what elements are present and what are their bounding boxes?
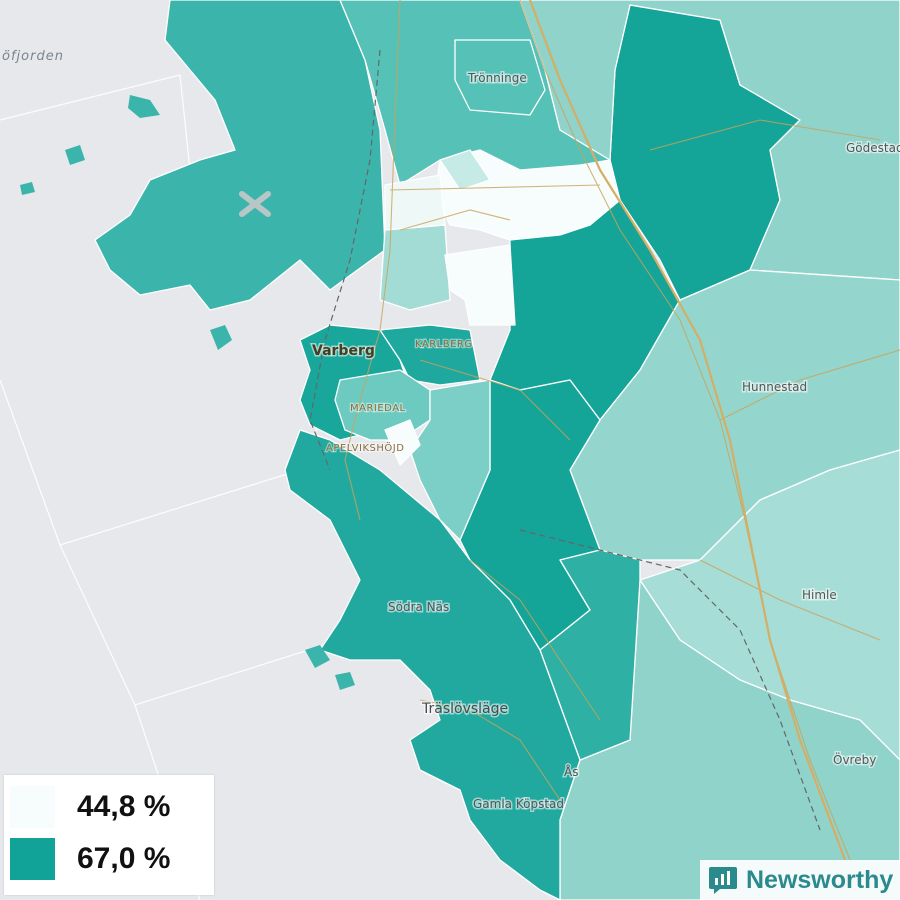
legend-item: 44,8 % xyxy=(10,785,170,829)
place-sodra-nas: Södra Näs xyxy=(388,600,449,614)
district-mariedal: MARIEDAL xyxy=(350,403,406,414)
district-apelvikshojd: APELVIKSHÖJD xyxy=(326,441,404,454)
place-as: Ås xyxy=(564,764,578,779)
place-godestad: Gödestad xyxy=(846,141,900,155)
islands xyxy=(20,95,355,690)
region-light-patch xyxy=(439,149,491,191)
place-himle: Himle xyxy=(802,588,837,602)
water-label: öfjorden xyxy=(2,49,64,64)
place-gamla-kopstad: Gamla Köpstad xyxy=(473,797,564,811)
brand-name: Newsworthy xyxy=(746,865,894,894)
airfield-icon xyxy=(239,191,271,217)
regions xyxy=(94,0,900,900)
main-highway xyxy=(528,0,847,861)
legend-swatch-low xyxy=(10,786,55,828)
region-inland xyxy=(409,379,491,541)
region-lightest-west xyxy=(384,174,446,231)
region-lightest-mid xyxy=(444,244,516,326)
railway xyxy=(309,49,821,831)
district-karlberg: KARLBERG xyxy=(415,339,473,350)
island xyxy=(128,95,160,118)
bar-chart-icon xyxy=(709,867,737,894)
roads xyxy=(344,0,900,861)
legend-swatch-high xyxy=(10,838,55,880)
place-tronninge: Trönninge xyxy=(467,71,527,85)
island xyxy=(65,145,85,165)
island xyxy=(210,325,232,350)
region-northwest xyxy=(94,0,386,311)
region-lightest-south xyxy=(384,419,421,466)
place-hunnestad: Hunnestad xyxy=(742,380,807,394)
place-varberg: Varberg xyxy=(312,343,375,359)
place-traslovslage: Träslövsläge xyxy=(421,701,508,717)
legend-label-high: 67,0 % xyxy=(77,842,171,875)
legend-label-low: 44,8 % xyxy=(77,790,171,823)
legend-item: 67,0 % xyxy=(10,837,170,881)
region-south-medium xyxy=(539,549,641,761)
island xyxy=(335,672,355,690)
newsworthy-logo[interactable]: Newsworthy xyxy=(700,860,900,900)
legend: 44,8 % 67,0 % xyxy=(4,775,214,895)
region-tronninge xyxy=(454,39,546,116)
island xyxy=(305,645,330,668)
place-ovreby: Övreby xyxy=(833,751,876,767)
island xyxy=(20,182,35,195)
region-coast-south xyxy=(284,429,581,900)
